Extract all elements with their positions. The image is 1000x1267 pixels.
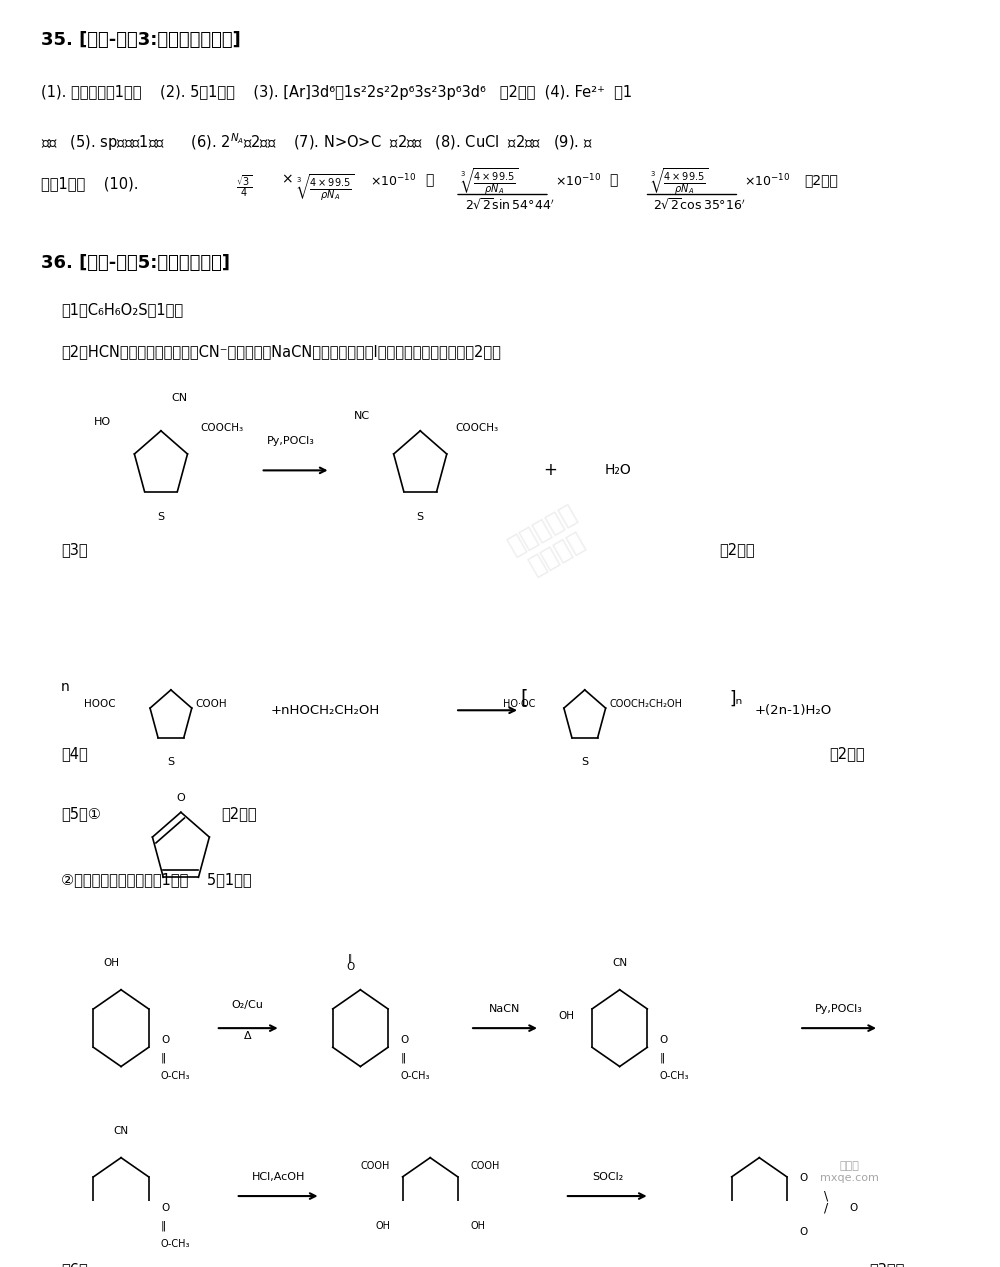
Text: +nHOCH₂CH₂OH: +nHOCH₂CH₂OH <box>271 703 380 717</box>
Text: O-CH₃: O-CH₃ <box>161 1239 190 1249</box>
Text: n: n <box>61 680 70 694</box>
Text: O: O <box>161 1204 169 1213</box>
Text: Δ: Δ <box>244 1030 252 1040</box>
Text: /: / <box>824 1201 828 1215</box>
Text: O: O <box>400 1035 409 1045</box>
Text: $\frac{\sqrt{3}}{4}$: $\frac{\sqrt{3}}{4}$ <box>236 172 252 199</box>
Text: $\sqrt[3]{\frac{4\times99.5}{\rho N_A}}$: $\sqrt[3]{\frac{4\times99.5}{\rho N_A}}$ <box>296 172 355 204</box>
Text: ‖: ‖ <box>660 1053 665 1063</box>
Text: S: S <box>581 758 588 767</box>
Text: +: + <box>543 461 557 479</box>
Text: COOH: COOH <box>361 1161 390 1171</box>
Text: SOCl₂: SOCl₂ <box>592 1172 623 1182</box>
Text: 分）   (5). sp共价（1分）      (6). 2$^{N_A}$（2分）    (7). N>O>C  （2分）   (8). CuCl  （2分）: 分） (5). sp共价（1分） (6). 2$^{N_A}$（2分） (7).… <box>41 131 593 152</box>
Text: ‖: ‖ <box>161 1221 166 1232</box>
Text: OH: OH <box>375 1221 390 1232</box>
Text: （1）C₆H₆O₂S（1分）: （1）C₆H₆O₂S（1分） <box>61 303 183 318</box>
Text: CN: CN <box>171 394 187 403</box>
Text: $\times10^{-10}$: $\times10^{-10}$ <box>555 172 601 190</box>
Text: OH: OH <box>559 1011 575 1021</box>
Text: （2分）: （2分） <box>804 172 838 188</box>
Text: O: O <box>161 1035 169 1045</box>
Text: O: O <box>660 1035 668 1045</box>
Text: O-CH₃: O-CH₃ <box>161 1071 190 1081</box>
Text: NaCN: NaCN <box>489 1003 521 1014</box>
Text: $\times10^{-10}$: $\times10^{-10}$ <box>370 172 417 190</box>
Text: S: S <box>417 512 424 522</box>
Text: Py,POCl₃: Py,POCl₃ <box>815 1003 863 1014</box>
Text: S: S <box>157 512 165 522</box>
Text: \: \ <box>824 1190 828 1202</box>
Text: CN: CN <box>612 958 627 968</box>
Text: $\sqrt[3]{\frac{4\times99.5}{\rho N_A}}$: $\sqrt[3]{\frac{4\times99.5}{\rho N_A}}$ <box>650 167 709 198</box>
Text: COOCH₃: COOCH₃ <box>201 423 244 433</box>
Text: 价（1分）    (10).: 价（1分） (10). <box>41 176 143 191</box>
Text: 答案园
mxqe.com: 答案园 mxqe.com <box>820 1162 878 1183</box>
Text: H₂O: H₂O <box>605 464 631 478</box>
Text: 或: 或 <box>425 172 434 188</box>
Text: O₂/Cu: O₂/Cu <box>232 1000 264 1010</box>
Text: （3分）: （3分） <box>869 1262 904 1267</box>
Text: 或: 或 <box>610 172 618 188</box>
Text: COOH: COOH <box>470 1161 499 1171</box>
Text: O: O <box>177 793 185 802</box>
Text: $\times10^{-10}$: $\times10^{-10}$ <box>744 172 791 190</box>
Text: 36. [化学-选修5:有机化学基础]: 36. [化学-选修5:有机化学基础] <box>41 255 230 272</box>
Text: CN: CN <box>113 1126 129 1136</box>
Text: ]ₙ: ]ₙ <box>729 689 743 707</box>
Text: Py,POCl₃: Py,POCl₃ <box>267 436 315 446</box>
Text: ②离子液体和反应温度（1分）    5（1分）: ②离子液体和反应温度（1分） 5（1分） <box>61 872 252 887</box>
Text: COOCH₂CH₂OH: COOCH₂CH₂OH <box>610 699 683 710</box>
Text: O: O <box>799 1226 807 1237</box>
Text: （6）: （6） <box>61 1262 88 1267</box>
Text: $2\sqrt{2}\sin54°44'$: $2\sqrt{2}\sin54°44'$ <box>465 198 555 213</box>
Text: HO: HO <box>94 417 111 427</box>
Text: COOCH₃: COOCH₃ <box>455 423 498 433</box>
Text: ‖: ‖ <box>400 1053 406 1063</box>
Text: HCl,AcOH: HCl,AcOH <box>252 1172 305 1182</box>
Text: （4）: （4） <box>61 746 88 761</box>
Text: （3）: （3） <box>61 542 88 557</box>
Text: NC: NC <box>354 412 370 422</box>
Text: [: [ <box>520 689 527 708</box>
Text: 35. [化学-选修3:物质结构与性质]: 35. [化学-选修3:物质结构与性质] <box>41 32 241 49</box>
Text: （2分）: （2分） <box>829 746 865 761</box>
Text: $\sqrt[3]{\frac{4\times99.5}{\rho N_A}}$: $\sqrt[3]{\frac{4\times99.5}{\rho N_A}}$ <box>460 167 519 198</box>
Text: （5）①: （5）① <box>61 806 101 821</box>
Text: +(2n-1)H₂O: +(2n-1)H₂O <box>754 703 832 717</box>
Text: ‖: ‖ <box>348 954 353 963</box>
Text: O: O <box>849 1204 857 1213</box>
Text: OH: OH <box>470 1221 485 1232</box>
Text: COOH: COOH <box>196 699 227 710</box>
Text: O-CH₃: O-CH₃ <box>400 1071 430 1081</box>
Text: HO·OC: HO·OC <box>503 699 535 710</box>
Text: （2）HCN为弱酸，其水溶液中CN⁻浓度远小于NaCN里的，因此路线Ⅰ反应快，所需时间短。（2分）: （2）HCN为弱酸，其水溶液中CN⁻浓度远小于NaCN里的，因此路线Ⅰ反应快，所… <box>61 345 501 360</box>
Text: O: O <box>346 962 355 972</box>
Text: HOOC: HOOC <box>84 699 116 710</box>
Text: OH: OH <box>103 958 119 968</box>
Text: O: O <box>799 1173 807 1183</box>
Text: S: S <box>167 758 174 767</box>
Text: $\times$: $\times$ <box>281 172 292 188</box>
Text: （2分）: （2分） <box>221 806 256 821</box>
Text: (1). 分子晶体（1分）    (2). 5（1分）    (3). [Ar]3d⁶或1s²2s²2p⁶3s²3p⁶3d⁶   （2分）  (4). Fe²⁺: (1). 分子晶体（1分） (2). 5（1分） (3). [Ar]3d⁶或1s… <box>41 85 632 100</box>
Text: $2\sqrt{2}\cos35°16'$: $2\sqrt{2}\cos35°16'$ <box>653 198 745 213</box>
Text: O-CH₃: O-CH₃ <box>660 1071 689 1081</box>
Text: 微信公众号
答案截站: 微信公众号 答案截站 <box>504 500 595 583</box>
Text: （2分）: （2分） <box>719 542 755 557</box>
Text: ‖: ‖ <box>161 1053 166 1063</box>
